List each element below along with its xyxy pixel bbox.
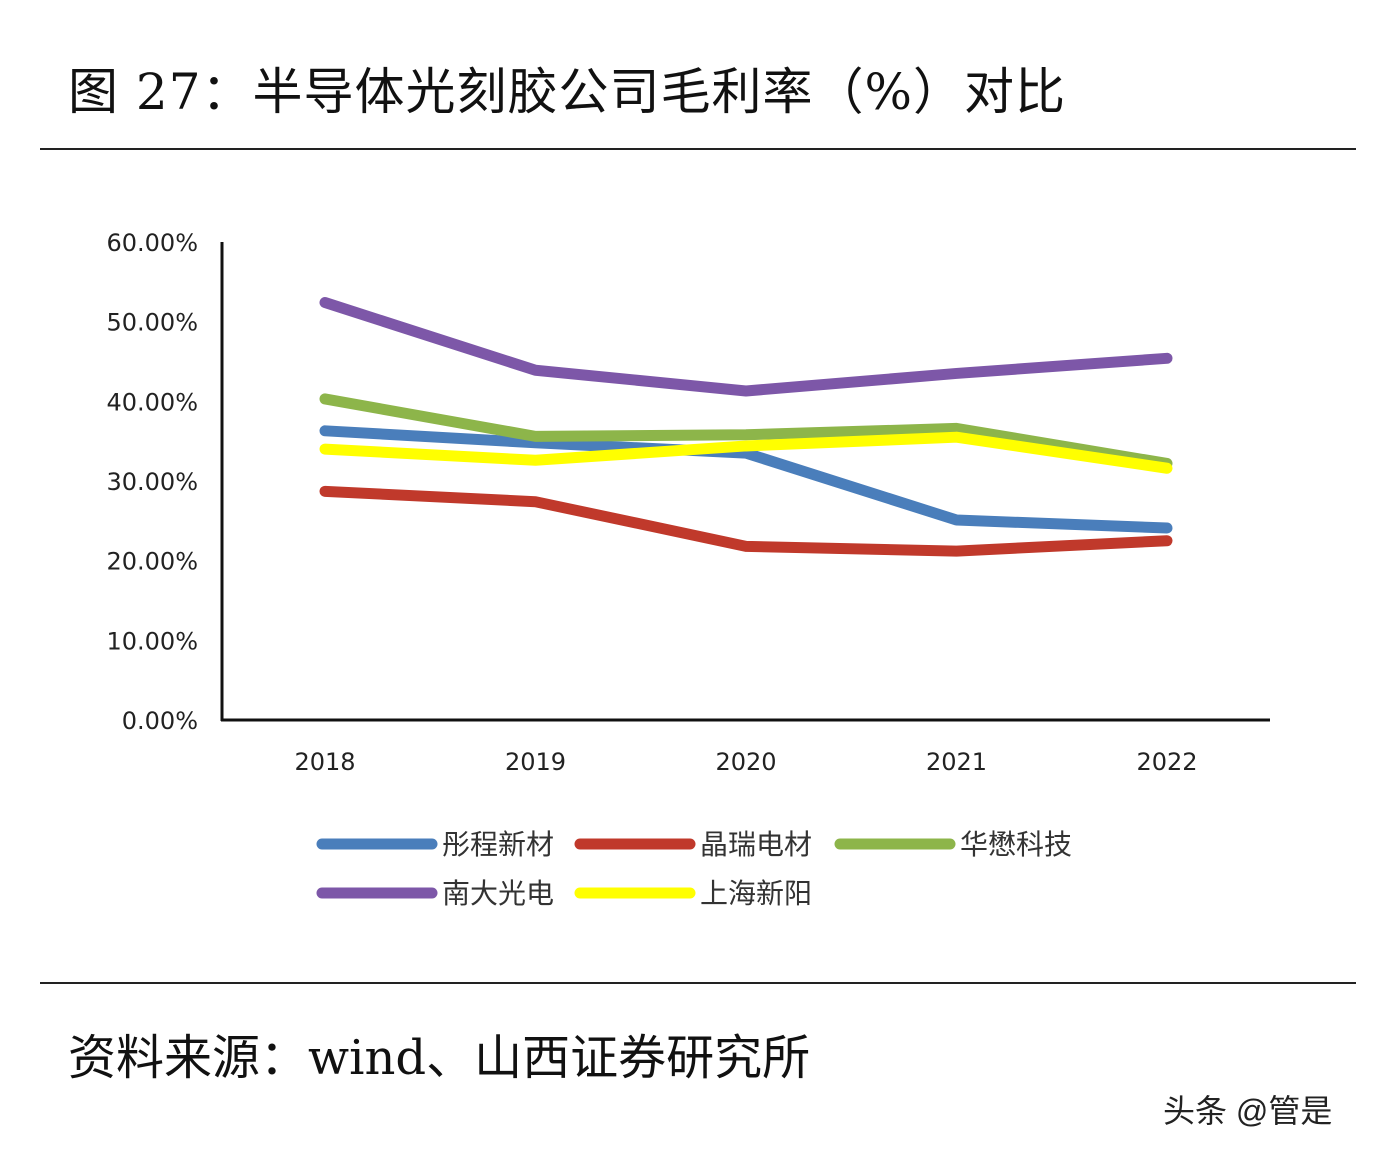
top-divider — [40, 148, 1356, 150]
x-tick-label: 2020 — [715, 748, 776, 776]
y-tick-label: 10.00% — [106, 627, 198, 655]
x-tick-label: 2018 — [294, 748, 355, 776]
legend-label: 华懋科技 — [960, 828, 1072, 861]
x-tick-label: 2021 — [926, 748, 987, 776]
source-note: 资料来源：wind、山西证券研究所 — [68, 1030, 811, 1086]
series-line-4 — [319, 431, 1173, 474]
y-tick-label: 20.00% — [106, 548, 198, 576]
figure-title: 图 27：半导体光刻胶公司毛利率（%）对比 — [68, 63, 1067, 121]
y-tick-label: 60.00% — [106, 229, 198, 257]
legend-label: 南大光电 — [442, 877, 554, 910]
watermark: 头条 @管是 — [1163, 1093, 1333, 1129]
y-tick-label: 0.00% — [122, 707, 198, 735]
x-tick-label: 2019 — [505, 748, 566, 776]
y-tick-label: 40.00% — [106, 388, 198, 416]
line-chart: 0.00% 10.00% 20.00% 30.00% 40.00% 50.00% 60.00… — [106, 229, 1270, 910]
series-line-3 — [319, 297, 1173, 397]
legend-label: 彤程新材 — [442, 828, 554, 861]
x-tick-label: 2022 — [1136, 748, 1197, 776]
y-tick-label: 50.00% — [106, 309, 198, 337]
series-line-0 — [319, 425, 1173, 534]
bottom-divider — [40, 982, 1356, 984]
y-tick-label: 30.00% — [106, 468, 198, 496]
legend-label: 上海新阳 — [700, 877, 812, 910]
legend-label: 晶瑞电材 — [700, 828, 812, 861]
series-line-2 — [319, 393, 1173, 469]
series-line-1 — [319, 485, 1173, 557]
